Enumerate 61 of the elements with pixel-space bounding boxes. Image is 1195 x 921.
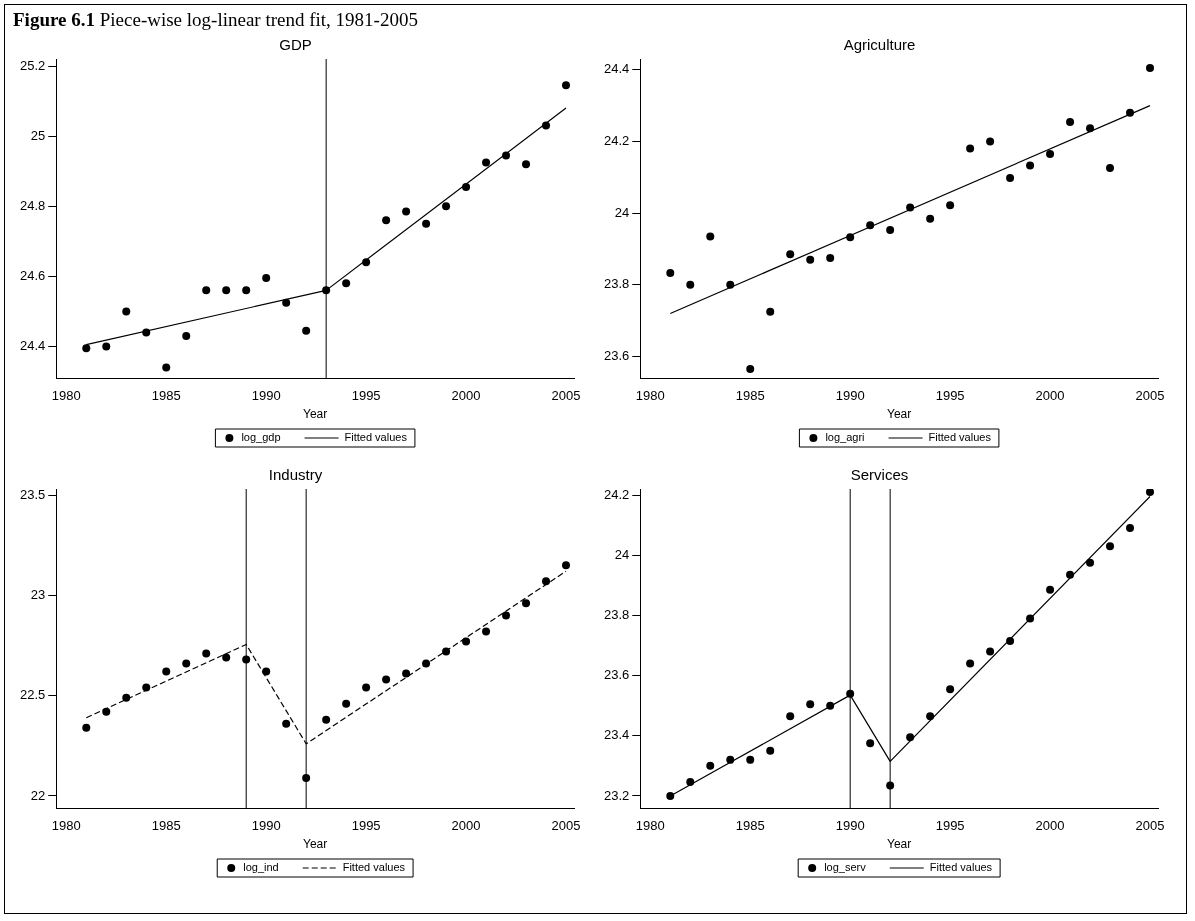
chart-title: Agriculture bbox=[843, 36, 916, 54]
caption: Figure 6.1 Piece-wise log-linear trend fit, 1981-2005 bbox=[13, 9, 418, 30]
x-tick-label: 2000 bbox=[451, 388, 481, 404]
x-tick-label: 1980 bbox=[51, 818, 81, 834]
x-tick-label: 1985 bbox=[151, 388, 181, 404]
x-tick-label: 1985 bbox=[735, 818, 765, 834]
chart-title: Services bbox=[850, 466, 909, 484]
x-tick-label: 1990 bbox=[835, 818, 865, 834]
x-tick-label: 1995 bbox=[351, 388, 381, 404]
y-tick-label: 23 bbox=[30, 586, 46, 602]
legend-label: log_agri bbox=[825, 431, 865, 444]
legend-label: Fitted values bbox=[344, 431, 408, 444]
y-tick-label: 23.4 bbox=[603, 727, 630, 743]
x-tick-label: 2000 bbox=[1035, 388, 1065, 404]
x-tick-label: 2005 bbox=[551, 388, 581, 404]
x-tick-label: 2005 bbox=[551, 818, 581, 834]
y-tick-label: 24.4 bbox=[603, 61, 630, 77]
y-tick-label: 24.2 bbox=[603, 486, 630, 502]
x-tick-label: 2005 bbox=[1135, 388, 1165, 404]
x-tick-label: 1980 bbox=[51, 388, 81, 404]
x-tick-label: 1990 bbox=[835, 388, 865, 404]
x-axis-title: Year bbox=[887, 837, 912, 852]
y-tick-label: 22.5 bbox=[19, 687, 46, 703]
y-tick-label: 23.6 bbox=[603, 667, 630, 683]
x-tick-label: 1990 bbox=[251, 818, 281, 834]
x-axis-title: Year bbox=[303, 837, 328, 852]
x-tick-label: 1995 bbox=[935, 388, 965, 404]
chart-title: GDP bbox=[279, 36, 312, 54]
x-tick-label: 1980 bbox=[635, 818, 665, 834]
x-tick-label: 2000 bbox=[451, 818, 481, 834]
x-tick-label: 1985 bbox=[735, 388, 765, 404]
x-tick-label: 1980 bbox=[635, 388, 665, 404]
legend-label: Fitted values bbox=[929, 861, 993, 874]
x-tick-label: 1995 bbox=[935, 818, 965, 834]
x-tick-label: 1990 bbox=[251, 388, 281, 404]
y-tick-label: 24.4 bbox=[19, 338, 46, 354]
y-tick-label: 25 bbox=[30, 127, 46, 143]
y-tick-label: 24 bbox=[614, 546, 630, 562]
x-axis-title: Year bbox=[887, 407, 912, 422]
y-tick-label: 22 bbox=[30, 787, 46, 803]
y-tick-label: 23.8 bbox=[603, 276, 630, 292]
x-tick-label: 2005 bbox=[1135, 818, 1165, 834]
y-tick-label: 23.5 bbox=[19, 486, 46, 502]
legend-label: Fitted values bbox=[928, 431, 992, 444]
y-tick-label: 24.6 bbox=[19, 267, 46, 283]
chart-title: Industry bbox=[268, 466, 323, 484]
y-tick-label: 23.2 bbox=[603, 787, 630, 803]
legend-label: log_ind bbox=[243, 861, 279, 874]
x-tick-label: 1995 bbox=[351, 818, 381, 834]
x-axis-title: Year bbox=[303, 407, 328, 422]
legend-label: log_gdp bbox=[241, 431, 281, 444]
y-tick-label: 24 bbox=[614, 204, 630, 220]
x-tick-label: 1985 bbox=[151, 818, 181, 834]
y-tick-label: 24.8 bbox=[19, 197, 46, 213]
y-tick-label: 24.2 bbox=[603, 133, 630, 149]
y-tick-label: 25.2 bbox=[19, 57, 46, 73]
legend-label: log_serv bbox=[824, 861, 867, 874]
legend-label: Fitted values bbox=[342, 861, 406, 874]
y-tick-label: 23.6 bbox=[603, 348, 630, 364]
x-tick-label: 2000 bbox=[1035, 818, 1065, 834]
y-tick-label: 23.8 bbox=[603, 606, 630, 622]
